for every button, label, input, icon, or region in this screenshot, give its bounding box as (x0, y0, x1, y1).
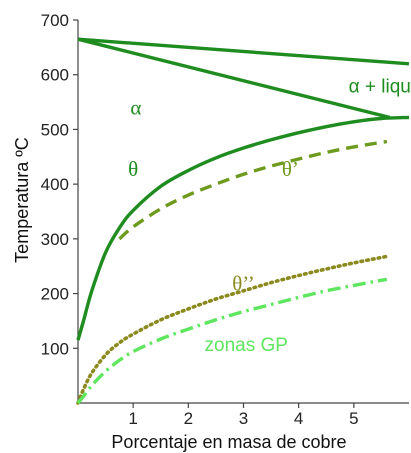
axes: 100 200 300 400 500 600 700 1 2 3 4 5 (41, 11, 409, 428)
y-tick-label: 300 (41, 230, 69, 249)
series-line-solidus (77, 37, 391, 120)
x-tick-label: 2 (184, 409, 193, 428)
x-axis-title: Porcentaje en masa de cobre (111, 432, 346, 452)
x-tick-label: 3 (239, 409, 248, 428)
annotation-theta-double-prime: θ’’ (232, 272, 255, 296)
x-tick-label: 4 (294, 409, 303, 428)
series-line-solvus_theta_prime (118, 139, 388, 241)
series-line-liquidus (77, 37, 410, 66)
region-labels: α α + liquido θ θ’ θ’’ zonas GP (128, 77, 411, 356)
annotation-alpha: α (130, 96, 141, 120)
series-line-solvus_gp_zones (76, 277, 388, 405)
series-line-solvus_theta_double_prime (76, 254, 389, 405)
annotation-theta-prime: θ’ (282, 157, 299, 181)
y-tick-label: 400 (41, 175, 69, 194)
annotation-theta: θ (128, 157, 138, 181)
series-lines (76, 37, 410, 405)
y-tick-label: 500 (41, 120, 69, 139)
y-tick-label: 200 (41, 285, 69, 304)
y-axis-title: Temperatura ºC (12, 137, 32, 263)
y-tick-label: 100 (41, 339, 69, 358)
y-tick-label: 600 (41, 66, 69, 85)
annotation-gp-zones: zonas GP (205, 335, 288, 356)
series-line-solvus_theta (76, 115, 410, 341)
x-tick-label: 1 (128, 409, 137, 428)
y-tick-label: 700 (41, 11, 69, 30)
annotation-alpha-liquid: α + liquido (349, 77, 411, 98)
x-tick-label: 5 (349, 409, 358, 428)
